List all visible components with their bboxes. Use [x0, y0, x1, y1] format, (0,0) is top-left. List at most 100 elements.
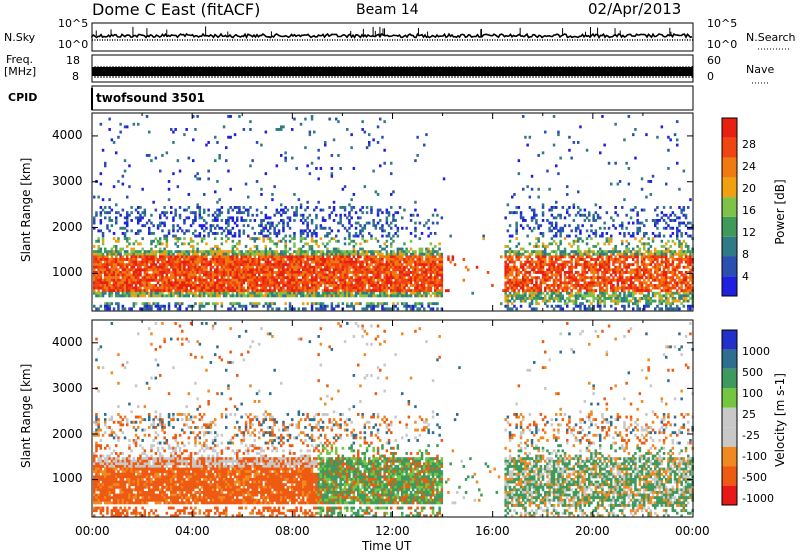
power-cell: [194, 265, 197, 269]
power-cell: [152, 286, 155, 290]
power-cell: [559, 252, 562, 256]
power-cell: [354, 289, 358, 293]
power-cell: [610, 278, 613, 282]
power-cell: [464, 265, 468, 269]
power-cell: [220, 219, 224, 222]
power-cell: [385, 281, 389, 285]
power-cell: [280, 278, 283, 282]
power-cell: [357, 291, 360, 295]
power-cell: [361, 211, 364, 215]
power-cell: [194, 213, 197, 217]
power-cell: [368, 271, 371, 274]
power-cell: [101, 294, 105, 298]
power-cell: [222, 250, 226, 254]
power-cell: [319, 307, 323, 311]
power-cell: [324, 141, 327, 144]
power-cell: [187, 263, 191, 267]
power-cell: [535, 276, 538, 280]
power-cell: [504, 289, 507, 293]
power-cell: [566, 211, 569, 215]
power-cell: [376, 286, 380, 290]
power-cell: [145, 258, 149, 261]
power-cell: [106, 224, 109, 228]
power-cell: [236, 281, 239, 285]
power-cell: [359, 265, 362, 269]
power-cell: [308, 291, 312, 295]
power-cell: [332, 276, 336, 280]
power-cell: [381, 211, 384, 215]
power-cell: [275, 128, 279, 131]
power-cell: [548, 271, 551, 274]
power-cell: [240, 286, 243, 290]
power-cell: [429, 268, 433, 272]
power-cell: [572, 265, 576, 269]
power-cell: [110, 224, 114, 228]
power-cell: [108, 271, 111, 274]
power-cell: [293, 263, 296, 267]
power-cell: [616, 250, 620, 254]
power-cell: [258, 258, 261, 261]
power-cell: [319, 265, 323, 269]
power-cell: [328, 213, 331, 217]
power-cell: [284, 294, 287, 298]
power-cell: [385, 250, 389, 254]
power-cell: [275, 271, 279, 274]
power-cell: [117, 180, 120, 183]
power-cell: [156, 258, 160, 261]
power-cell: [255, 265, 259, 269]
power-cell: [139, 260, 142, 264]
power-cell: [141, 237, 144, 241]
power-cell: [381, 234, 384, 238]
power-cell: [291, 291, 294, 295]
power-cell: [126, 294, 129, 298]
power-cell: [614, 265, 617, 269]
power-cell: [601, 289, 604, 293]
power-cell: [414, 221, 417, 225]
power-cell: [533, 291, 536, 295]
power-cell: [577, 294, 580, 298]
power-cell: [306, 252, 309, 256]
power-cell: [394, 224, 397, 228]
power-cell: [590, 286, 593, 290]
power-cell: [414, 263, 417, 267]
power-cell: [247, 289, 250, 293]
power-cell: [423, 271, 426, 274]
power-cell: [242, 271, 246, 274]
power-cell: [99, 260, 103, 264]
power-cell: [508, 307, 512, 311]
power-cell: [407, 276, 411, 280]
power-cell: [365, 271, 369, 274]
power-cell: [572, 294, 576, 298]
power-cell: [601, 234, 604, 238]
power-cell: [372, 260, 375, 264]
power-cell: [209, 268, 213, 272]
power-cell: [126, 286, 129, 290]
power-cell: [286, 221, 290, 225]
power-cell: [128, 258, 131, 261]
power-cell: [418, 273, 422, 277]
power-cell: [577, 284, 580, 287]
power-cell: [504, 291, 507, 295]
power-cell: [200, 239, 204, 243]
power-cell: [156, 278, 160, 282]
power-cell: [541, 203, 545, 207]
power-cell: [302, 281, 305, 285]
power-cell: [121, 307, 125, 311]
power-cell: [596, 252, 600, 256]
power-cell: [196, 260, 199, 264]
power-cell: [170, 271, 173, 274]
power-cell: [271, 284, 274, 287]
power-cell: [379, 117, 382, 121]
power-cell: [343, 273, 347, 277]
power-cell: [517, 289, 521, 293]
power-cell: [286, 286, 290, 290]
power-cell: [297, 198, 301, 202]
power-cell: [308, 268, 312, 272]
power-cell: [570, 271, 573, 274]
power-cell: [524, 255, 527, 259]
power-cell: [242, 258, 246, 261]
power-cell: [229, 281, 232, 285]
power-cell: [370, 263, 373, 267]
power-cell: [178, 268, 182, 272]
power-cell: [293, 213, 296, 217]
